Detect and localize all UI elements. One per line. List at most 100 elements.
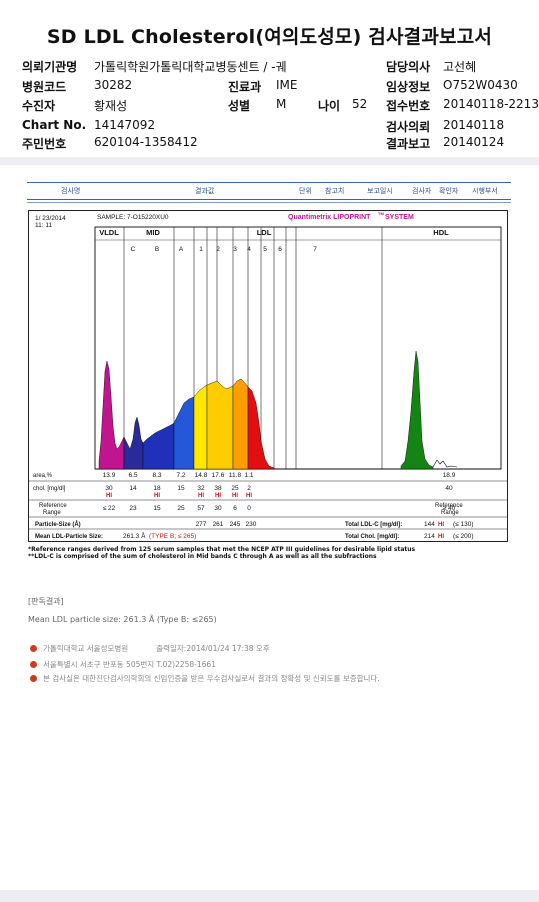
band-label: 2 — [216, 246, 220, 253]
header-value: 가톨릭학원가톨릭대학교병동센트 / -궤 — [94, 60, 287, 74]
header-value: 14147092 — [94, 118, 156, 132]
band-label: 5 — [263, 246, 267, 253]
header-value: 20140118-22138 — [443, 97, 539, 111]
chol-value: 15 — [177, 485, 185, 492]
group-label: HDL — [433, 228, 449, 237]
footnote: *Reference ranges derived from 125 serum… — [28, 546, 416, 553]
header-label: 임상정보 — [386, 80, 431, 94]
header-value: 고선혜 — [443, 60, 477, 74]
column-header: 시행부서 — [472, 187, 498, 195]
bullet-icon — [30, 661, 37, 668]
total-chol-value: 214 — [424, 533, 435, 540]
column-header: 검사자 — [412, 187, 432, 195]
header-value: 20140118 — [443, 118, 505, 132]
header-label: 검사의뢰 — [386, 120, 431, 134]
group-label: VLDL — [99, 228, 119, 237]
header-value: 황재성 — [94, 99, 128, 113]
chol-value: 25 — [231, 485, 239, 492]
header-label: Chart No. — [22, 118, 87, 132]
band-a-area — [173, 396, 195, 470]
total-chol-flag: HI — [438, 534, 444, 540]
tab-rule — [27, 182, 511, 183]
hdl-tail — [432, 459, 458, 468]
institution-line: 본 검사실은 대한진단검사의학회의 신임인증을 받은 우수검사실로서 결과의 정… — [30, 673, 380, 684]
particle-size-value: 261 — [213, 521, 224, 528]
area-value: 1.1 — [244, 472, 253, 479]
column-header: 보고일시 — [367, 187, 393, 195]
band-label: 3 — [233, 246, 237, 253]
band-4-area — [247, 386, 275, 470]
page-bottom-bar — [0, 890, 539, 902]
band-label: 7 — [313, 246, 317, 253]
band-2-area — [206, 380, 234, 470]
column-header: 단위 — [299, 187, 312, 195]
header-value: 620104-1358412 — [94, 135, 198, 149]
chol-value: 40 — [445, 485, 453, 492]
row-label-ref-right: Reference — [435, 503, 463, 509]
chol-flag: HI — [246, 493, 252, 499]
band-label: 4 — [247, 246, 251, 253]
chol-value: 18 — [153, 485, 161, 492]
area-value: 13.9 — [103, 472, 116, 479]
judgment-heading: [판독결과] — [28, 597, 64, 606]
result-table-header: 검사명 결과값 단위 참고치 보고일시 검사자 확인자 시행부서 — [27, 182, 511, 198]
brand-suffix: SYSTEM — [385, 214, 414, 221]
total-ldl-value: 144 — [424, 521, 435, 528]
particle-size-label: Particle-Size (Å) — [35, 521, 81, 528]
area-value: 17.6 — [212, 472, 225, 479]
area-value: 14.8 — [195, 472, 208, 479]
ref-value: 6 — [233, 505, 237, 512]
chol-flag: HI — [215, 493, 221, 499]
header-value: IME — [276, 78, 298, 92]
institution-line: 서울특별시 서초구 반포동 505번지 T.02)2258-1661 — [30, 659, 216, 670]
tab-rule — [27, 202, 511, 203]
band-b-area — [142, 422, 175, 470]
column-header: 결과값 — [195, 187, 215, 195]
band-label: C — [131, 246, 136, 253]
ref-value: ≤ 22 — [103, 505, 116, 512]
band-3-area — [232, 378, 249, 470]
particle-size-value: 277 — [196, 521, 207, 528]
chol-value: 2 — [247, 485, 251, 492]
lipoprint-chart: 1/ 23/2014 11: 11 SAMPLE: 7-O15220XU0 Quant… — [28, 210, 508, 542]
header-label: 진료과 — [228, 80, 262, 94]
header-value: M — [276, 97, 287, 111]
band-label: A — [179, 246, 184, 253]
row-label-ref: Range — [43, 510, 61, 516]
institution-name: 가톨릭대학교 서울성모병원 — [43, 644, 129, 653]
total-chol-label: Total Chol. [mg/dl]: — [345, 534, 399, 540]
row-label-ref: Reference — [39, 503, 67, 509]
band-label: 6 — [278, 246, 282, 253]
header-label: 담당의사 — [386, 60, 431, 74]
area-value: 18.9 — [443, 472, 456, 479]
page-title: SD LDL Cholesterol(여의도성모) 검사결과보고서 — [46, 26, 493, 48]
chol-flag: HI — [106, 493, 112, 499]
total-ldl-flag: HI — [438, 522, 444, 528]
bullet-icon — [30, 675, 37, 682]
area-value: 8.3 — [152, 472, 161, 479]
ref-value: 30 — [214, 505, 222, 512]
header-label: 의뢰기관명 — [22, 60, 78, 74]
ref-value: 25 — [177, 505, 185, 512]
footnote: **LDL-C is comprised of the sum of chole… — [28, 553, 377, 560]
area-value: 11.8 — [229, 472, 242, 479]
ref-value: 57 — [197, 505, 205, 512]
row-label-chol: chol. [mg/dl] — [33, 486, 66, 492]
header-label: 수진자 — [22, 99, 56, 113]
bullet-icon — [30, 645, 37, 652]
chol-value: 32 — [197, 485, 205, 492]
row-label-ref-right: Range — [441, 510, 459, 516]
column-header: 확인자 — [439, 187, 459, 195]
chart-date: 1/ 23/2014 — [35, 215, 66, 222]
header-label: 결과보고 — [386, 137, 431, 151]
band-c-area — [123, 416, 144, 470]
vldl-area — [98, 360, 125, 470]
mean-ldl-label: Mean LDL-Particle Size: — [35, 534, 103, 540]
header-label: 주민번호 — [22, 137, 67, 151]
tab-rule — [27, 199, 511, 200]
header-value: 20140124 — [443, 135, 505, 149]
chol-flag: HI — [154, 493, 160, 499]
area-value: 7.2 — [176, 472, 185, 479]
mean-ldl-type: (TYPE B; ≤ 265) — [149, 533, 196, 540]
